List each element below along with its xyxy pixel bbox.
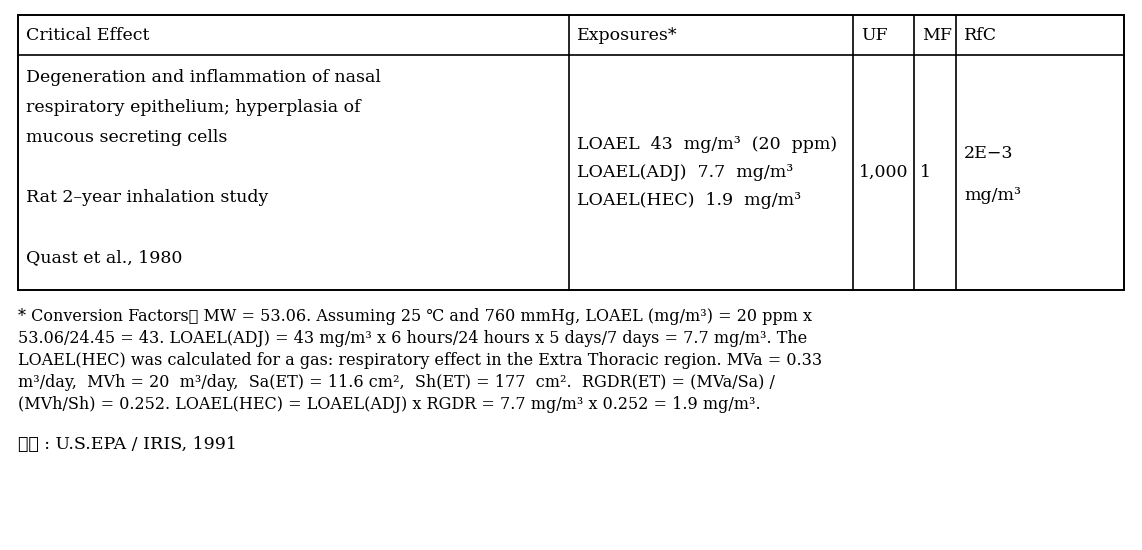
Text: Exposures*: Exposures* (577, 26, 677, 43)
Text: Quast et al., 1980: Quast et al., 1980 (26, 249, 183, 266)
Text: 2E−3: 2E−3 (964, 146, 1013, 162)
Text: LOAEL  43  mg/m³  (20  ppm): LOAEL 43 mg/m³ (20 ppm) (577, 136, 837, 153)
Text: LOAEL(HEC) was calculated for a gas: respiratory effect in the Extra Thoracic re: LOAEL(HEC) was calculated for a gas: res… (18, 352, 822, 369)
Bar (18, 15, 1124, 290)
Text: respiratory epithelium; hyperplasia of: respiratory epithelium; hyperplasia of (26, 99, 361, 116)
Text: MF: MF (922, 26, 952, 43)
Text: mg/m³: mg/m³ (964, 186, 1021, 204)
Text: (MVh/Sh) = 0.252. LOAEL(HEC) = LOAEL(ADJ) x RGDR = 7.7 mg/m³ x 0.252 = 1.9 mg/m³: (MVh/Sh) = 0.252. LOAEL(HEC) = LOAEL(ADJ… (18, 396, 761, 413)
Text: UF: UF (861, 26, 887, 43)
Text: LOAEL(ADJ)  7.7  mg/m³: LOAEL(ADJ) 7.7 mg/m³ (577, 164, 793, 181)
Text: 이캜 : U.S.EPA / IRIS, 1991: 이캜 : U.S.EPA / IRIS, 1991 (18, 436, 236, 453)
Text: 1,000: 1,000 (859, 164, 909, 181)
Text: m³/day,  MVh = 20  m³/day,  Sa(ET) = 11.6 cm²,  Sh(ET) = 177  cm².  RGDR(ET) = (: m³/day, MVh = 20 m³/day, Sa(ET) = 11.6 c… (18, 374, 775, 391)
Text: LOAEL(HEC)  1.9  mg/m³: LOAEL(HEC) 1.9 mg/m³ (577, 192, 801, 209)
Text: Degeneration and inflammation of nasal: Degeneration and inflammation of nasal (26, 69, 381, 86)
Text: 1: 1 (919, 164, 931, 181)
Text: RfC: RfC (964, 26, 997, 43)
Text: 53.06/24.45 = 43. LOAEL(ADJ) = 43 mg/m³ x 6 hours/24 hours x 5 days/7 days = 7.7: 53.06/24.45 = 43. LOAEL(ADJ) = 43 mg/m³ … (18, 330, 807, 347)
Text: * Conversion Factors： MW = 53.06. Assuming 25 ℃ and 760 mmHg, LOAEL (mg/m³) = 20: * Conversion Factors： MW = 53.06. Assumi… (18, 308, 812, 325)
Text: Critical Effect: Critical Effect (26, 26, 150, 43)
Text: Rat 2–year inhalation study: Rat 2–year inhalation study (26, 189, 268, 206)
Text: mucous secreting cells: mucous secreting cells (26, 129, 227, 146)
